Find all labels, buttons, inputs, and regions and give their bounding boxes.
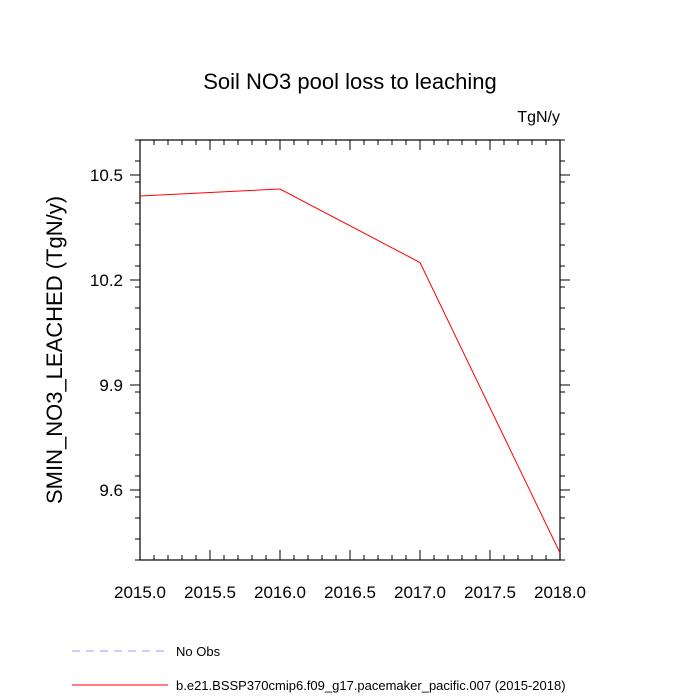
x-tick-label: 2016.0 [254, 583, 306, 602]
x-tick-label: 2018.0 [534, 583, 586, 602]
plot-frame [139, 139, 561, 561]
y-tick-label: 10.2 [90, 271, 123, 290]
chart-title: Soil NO3 pool loss to leaching [203, 69, 497, 94]
x-tick-label: 2017.0 [394, 583, 446, 602]
axis-ticks: 2015.0 2015.5 2016.0 2016.5 2017.0 2017.5 2018… [90, 139, 586, 602]
x-tick-label: 2016.5 [324, 583, 376, 602]
units-label: TgN/y [517, 109, 560, 126]
series-line-1 [139, 188, 561, 554]
y-axis-label: SMIN_NO3_LEACHED (TgN/y) [42, 196, 67, 504]
x-tick-label: 2017.5 [464, 583, 516, 602]
x-tick-label: 2015.5 [184, 583, 236, 602]
y-tick-label: 10.5 [90, 166, 123, 185]
legend: No Obs b.e21.BSSP370cmip6.f09_g17.pacemak… [72, 644, 566, 693]
legend-label: No Obs [176, 644, 221, 659]
legend-label: b.e21.BSSP370cmip6.f09_g17.pacemaker_pac… [176, 678, 566, 693]
series-layer [139, 188, 561, 554]
x-tick-label: 2015.0 [114, 583, 166, 602]
y-tick-label: 9.6 [99, 481, 123, 500]
y-tick-label: 9.9 [99, 376, 123, 395]
